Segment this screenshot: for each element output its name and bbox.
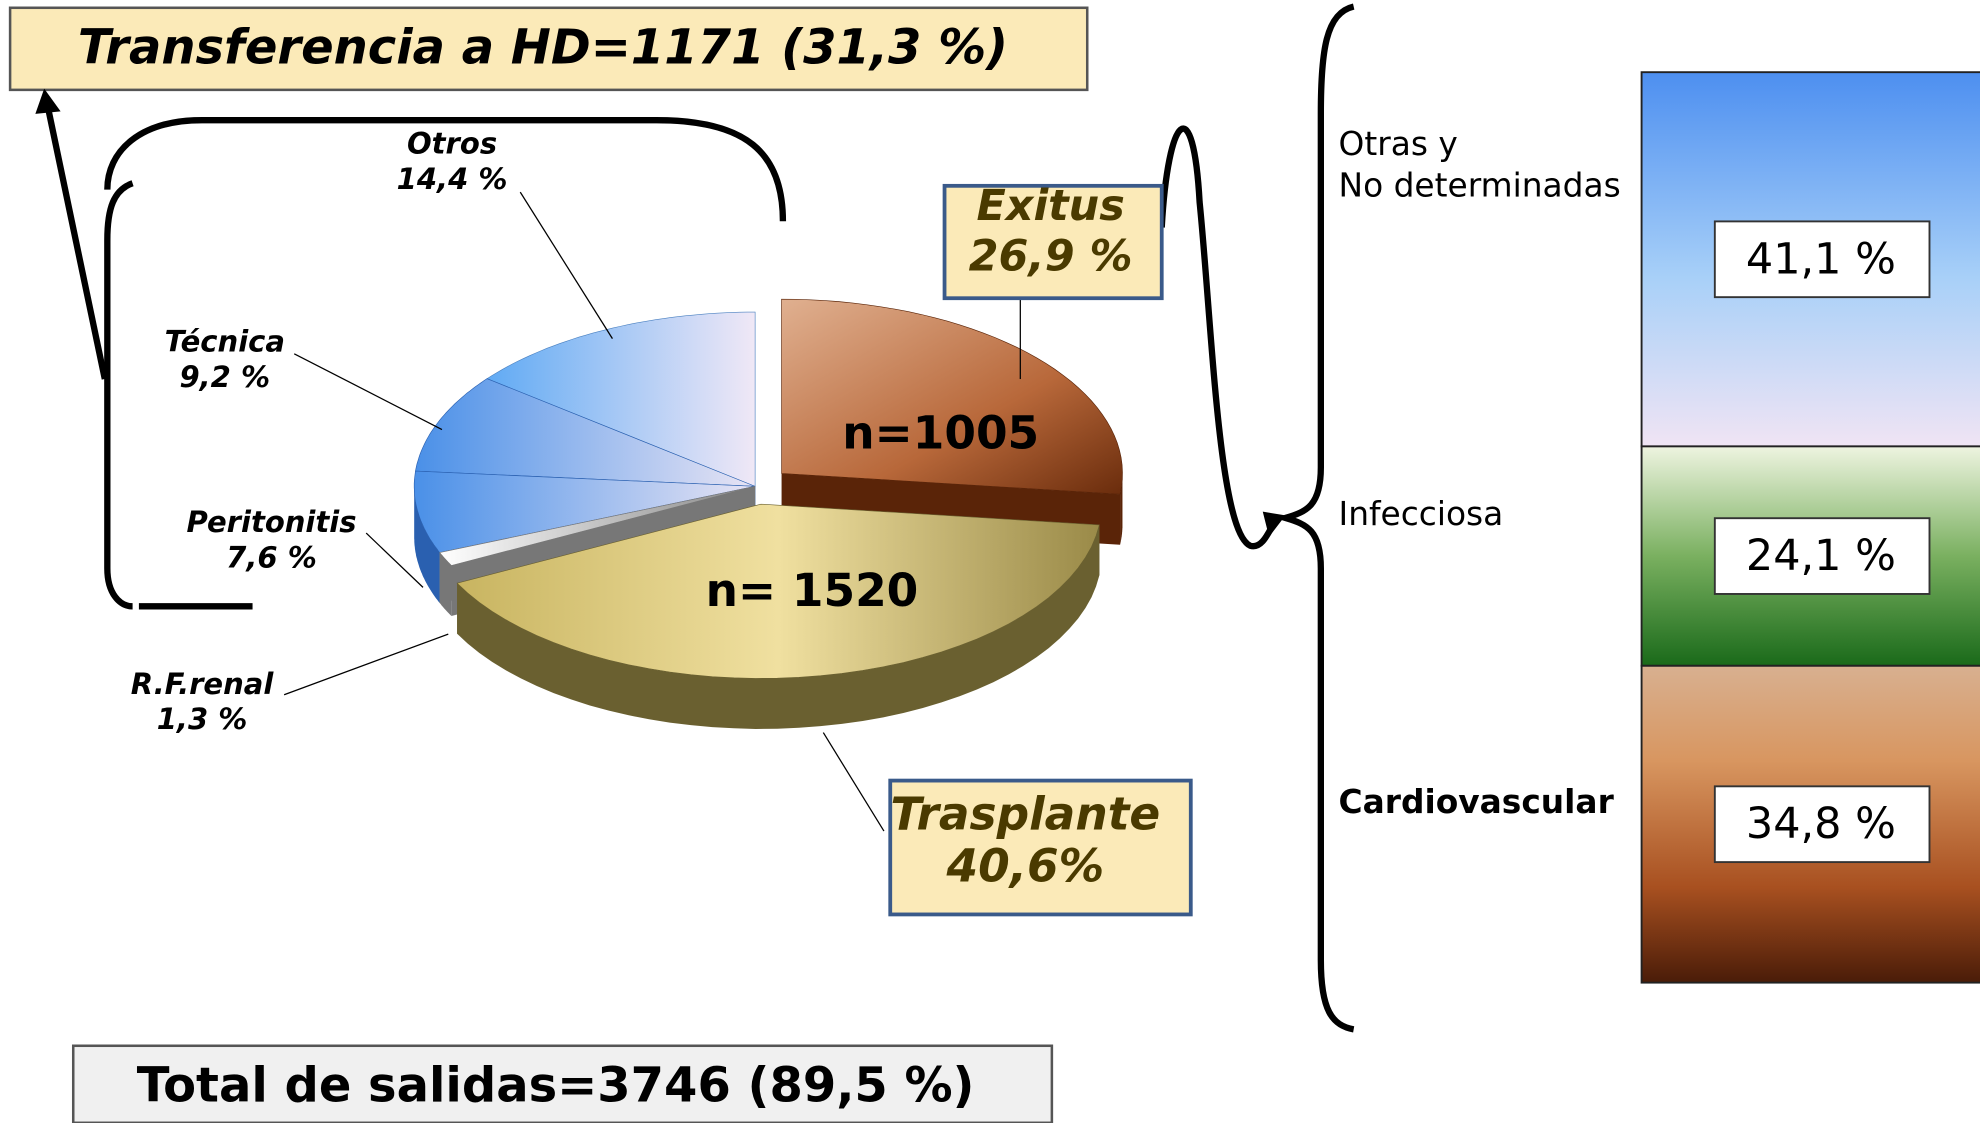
value-label: 41,1 %	[1746, 234, 1896, 284]
annotation: n= 1520	[706, 564, 919, 617]
value-box	[1713, 517, 1931, 595]
pie-slice-side	[457, 524, 1100, 729]
arrow	[44, 106, 108, 380]
pie-slice	[413, 470, 756, 553]
bracket	[104, 180, 134, 610]
value-label: 7,6 %	[226, 541, 317, 575]
title-box	[8, 6, 1089, 92]
value-label: 26,9 %	[969, 232, 1133, 282]
category-label: Cardiovascular	[1339, 783, 1615, 821]
pie-slice	[415, 378, 756, 487]
category-label: Trasplante	[890, 788, 1160, 841]
value-label: 9,2 %	[179, 360, 270, 394]
chart-title: Transferencia a HD=1171 (31,3 %)	[78, 20, 1008, 76]
pie-slice	[456, 503, 1100, 679]
brace	[1274, 3, 1355, 1033]
bracket	[104, 117, 787, 222]
category-label: Peritonitis	[186, 505, 356, 539]
pie-slice	[439, 486, 756, 566]
leader-line	[293, 353, 443, 431]
category-label: Otras y No determinadas	[1339, 124, 1621, 204]
label-box	[942, 183, 1164, 301]
connectors	[44, 3, 1355, 1033]
value-box	[1713, 220, 1931, 299]
category-label: R.F.renal	[131, 667, 275, 701]
category-label: Infecciosa	[1339, 495, 1504, 533]
value-label: 24,1 %	[1746, 531, 1896, 581]
leader-line	[283, 633, 449, 696]
value-box	[1713, 785, 1931, 864]
pie-slice-side	[414, 486, 440, 604]
annotation: n=1005	[842, 406, 1039, 459]
arrow	[1158, 125, 1279, 550]
value-label: 14,4 %	[397, 162, 508, 196]
chart-subtitle: Total de salidas=3746 (89,5 %)	[137, 1058, 975, 1114]
leader-line	[519, 191, 613, 339]
value-label: 40,6%	[946, 839, 1105, 892]
pie-slice-side	[1120, 473, 1123, 545]
value-label: 1,3 %	[157, 702, 248, 736]
pie-slice	[781, 298, 1123, 495]
category-label: Técnica	[165, 325, 285, 359]
value-label: 34,8 %	[1746, 799, 1896, 849]
category-label: Exitus	[976, 181, 1124, 231]
total-box	[71, 1044, 1054, 1123]
label-box	[888, 778, 1193, 917]
leader-line	[822, 732, 885, 832]
category-label: Otros	[407, 126, 497, 160]
leader-line	[365, 532, 424, 588]
